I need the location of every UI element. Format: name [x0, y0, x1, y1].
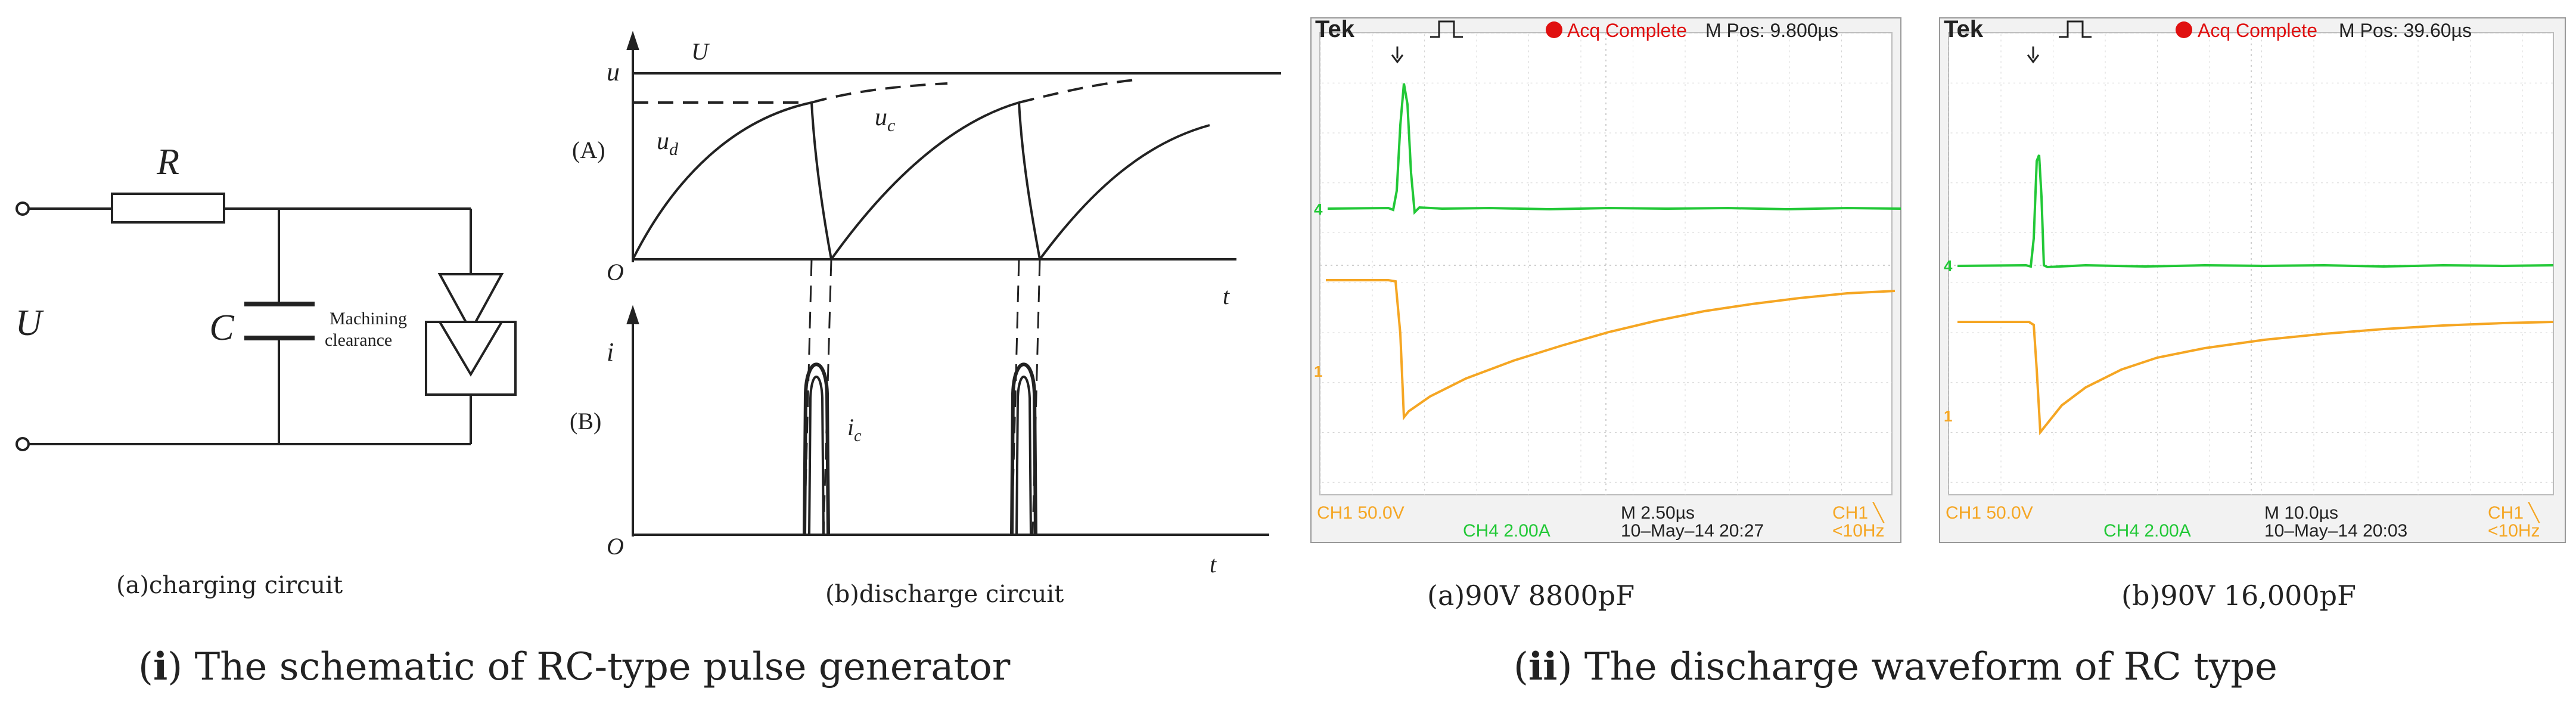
- scope-b-freq: <10Hz: [2488, 521, 2540, 541]
- curve-ud-2: [830, 101, 1020, 261]
- scope-a-marker4: 4: [1314, 200, 1323, 218]
- label-gap-1: Machining: [330, 309, 407, 328]
- label-u: U: [15, 303, 45, 343]
- label-A: (A): [572, 137, 605, 163]
- workpiece-notch: [437, 321, 504, 377]
- pulse-ic-2: [1010, 362, 1037, 535]
- label-i-axis: i: [607, 337, 614, 367]
- scope-b-pulse-icon: [2059, 20, 2092, 38]
- scope-b-ch1: CH1 50.0V: [1946, 503, 2033, 523]
- label-ud: ud: [657, 128, 679, 159]
- label-r: R: [156, 142, 179, 182]
- scope-a-mpos: M Pos: 9.800µs: [1705, 20, 1838, 41]
- scope-a-status: Acq Complete: [1567, 20, 1687, 41]
- resistor: [111, 193, 225, 224]
- scope-a-date: 10–May–14 20:27: [1621, 521, 1764, 541]
- label-O-top: O: [607, 259, 624, 286]
- scope-a: 4 1 Tek Acq Complete M Pos: 9.800µs CH1 …: [1310, 16, 1901, 543]
- label-B: (B): [570, 408, 601, 435]
- link-1a: [803, 259, 813, 535]
- scope-a-ch1: CH1 50.0V: [1317, 503, 1404, 523]
- dashed-uc-2: [1018, 78, 1142, 104]
- scope-a-ch4-trace: [1327, 83, 1901, 215]
- axis-u-arrow: [626, 30, 639, 50]
- terminal-top: [15, 201, 30, 216]
- scope-b-timebase: M 10.0µs: [2264, 503, 2338, 523]
- scope-b-date: 10–May–14 20:03: [2264, 521, 2407, 541]
- label-O-bottom: O: [607, 533, 624, 560]
- scope-b-ch4-trace: [1957, 154, 2554, 269]
- label-uc: uc: [875, 104, 895, 135]
- scope-b-mpos: M Pos: 39.60µs: [2339, 20, 2472, 41]
- label-u-axis: u: [607, 57, 620, 86]
- scope-b-ch4: CH4 2.00A: [2103, 521, 2191, 541]
- scope-b-marker1: 1: [1944, 407, 1952, 425]
- curve-ud-1: [632, 101, 812, 260]
- scope-a-ch4: CH4 2.00A: [1463, 521, 1550, 541]
- scope-a-pulse-icon: [1430, 20, 1463, 38]
- scope-b-trig: CH1 ╲: [2488, 502, 2540, 523]
- scope-b-status-dot: [2176, 21, 2192, 38]
- scope-a-status-dot: [1546, 21, 1562, 38]
- charging-circuit: [15, 193, 517, 451]
- pulse-ic-1: [803, 362, 830, 535]
- scope-b-brand: Tek: [1944, 16, 1984, 42]
- caption-scope-a: (a)90V 8800pF: [1427, 579, 1635, 612]
- tool-electrode: [437, 273, 504, 334]
- scope-b-marker4: 4: [1944, 257, 1953, 275]
- scope-a-timebase: M 2.50µs: [1621, 503, 1695, 523]
- scope-a-trigger-arrow-icon: [1391, 46, 1404, 64]
- caption-right: (ii) The discharge waveform of RC type: [1514, 644, 2277, 689]
- label-t-bottom: t: [1210, 551, 1217, 578]
- axis-i-arrow: [626, 305, 639, 324]
- label-c: C: [209, 308, 234, 348]
- scope-b: 4 1 Tek Acq Complete M Pos: 39.60µs CH1 …: [1939, 16, 2566, 543]
- pulse-ic-2-inner: [1015, 376, 1032, 535]
- scope-b-trigger-arrow-icon: [2027, 46, 2040, 64]
- caption-left: (i) The schematic of RC-type pulse gener…: [138, 644, 1011, 689]
- scope-a-brand: Tek: [1315, 16, 1355, 42]
- discharge-diagram: [626, 30, 1281, 537]
- dashed-uc-1: [811, 82, 948, 104]
- scope-a-ch1-trace: [1326, 279, 1896, 421]
- label-t-top: t: [1223, 283, 1230, 309]
- scope-a-freq: <10Hz: [1832, 521, 1885, 541]
- label-ic: ic: [847, 414, 862, 445]
- scope-b-ch1-trace: [1957, 321, 2554, 436]
- label-U-line: U: [691, 38, 710, 65]
- curve-ud-3: [1039, 124, 1210, 261]
- caption-charging-circuit: (a)charging circuit: [116, 572, 343, 599]
- scope-b-status: Acq Complete: [2198, 20, 2317, 41]
- caption-discharge-circuit: (b)discharge circuit: [825, 581, 1064, 608]
- scope-a-trig: CH1 ╲: [1832, 502, 1885, 523]
- label-gap-2: clearance: [325, 330, 392, 350]
- caption-scope-b: (b)90V 16,000pF: [2121, 579, 2356, 612]
- drop-1: [810, 102, 832, 260]
- link-2a: [1011, 259, 1020, 535]
- drop-2: [1018, 102, 1041, 260]
- pulse-ic-1-inner: [808, 376, 825, 535]
- terminal-bottom: [15, 437, 30, 451]
- scope-a-marker1: 1: [1314, 362, 1322, 380]
